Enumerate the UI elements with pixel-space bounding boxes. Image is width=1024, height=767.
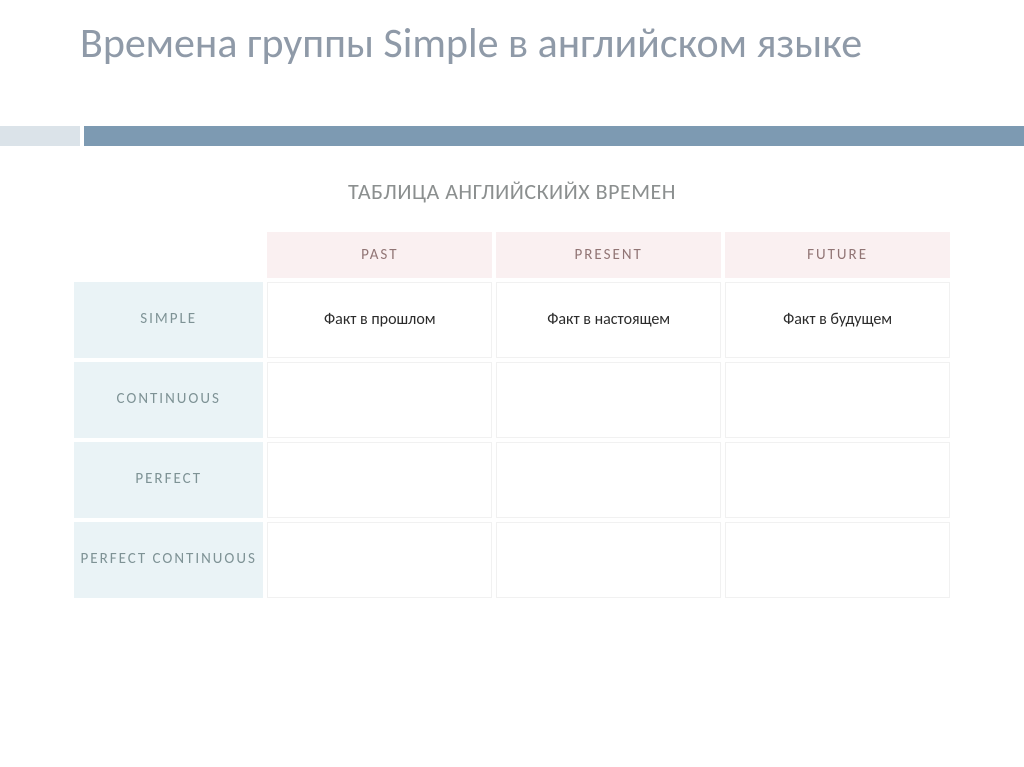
col-head-present: PRESENT <box>496 232 721 278</box>
underline-right-segment <box>84 126 1024 146</box>
table-row: SIMPLE Факт в прошлом Факт в настоящем Ф… <box>74 282 950 358</box>
title-underline <box>0 126 1024 146</box>
cell-continuous-present <box>496 362 721 438</box>
cell-perfcont-future <box>725 522 950 598</box>
cell-simple-past: Факт в прошлом <box>267 282 492 358</box>
cell-simple-present: Факт в настоящем <box>496 282 721 358</box>
cell-perfect-future <box>725 442 950 518</box>
cell-simple-future: Факт в будущем <box>725 282 950 358</box>
row-head-perfect: PERFECT <box>74 442 263 518</box>
table-row: PERFECT CONTINUOUS <box>74 522 950 598</box>
tense-table: PAST PRESENT FUTURE SIMPLE Факт в прошло… <box>70 228 954 602</box>
page-title: Времена группы Simple в английском языке <box>80 20 940 68</box>
underline-left-segment <box>0 126 80 146</box>
cell-continuous-past <box>267 362 492 438</box>
corner-cell <box>74 232 263 278</box>
table-row: PERFECT <box>74 442 950 518</box>
cell-perfect-past <box>267 442 492 518</box>
row-head-perfect-continuous: PERFECT CONTINUOUS <box>74 522 263 598</box>
col-head-past: PAST <box>267 232 492 278</box>
table-header-row: PAST PRESENT FUTURE <box>74 232 950 278</box>
cell-perfcont-present <box>496 522 721 598</box>
cell-continuous-future <box>725 362 950 438</box>
row-head-continuous: CONTINUOUS <box>74 362 263 438</box>
row-head-simple: SIMPLE <box>74 282 263 358</box>
table-row: CONTINUOUS <box>74 362 950 438</box>
cell-perfect-present <box>496 442 721 518</box>
cell-perfcont-past <box>267 522 492 598</box>
table-title: ТАБЛИЦА АНГЛИЙСКИЙХ ВРЕМЕН <box>0 178 1024 205</box>
col-head-future: FUTURE <box>725 232 950 278</box>
slide: Времена группы Simple в английском языке… <box>0 0 1024 767</box>
